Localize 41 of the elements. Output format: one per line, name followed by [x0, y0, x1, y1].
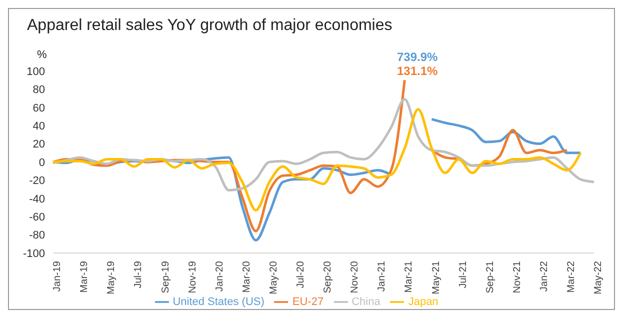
legend-label: Japan	[408, 296, 438, 308]
x-tick-label: Mar-21	[404, 260, 415, 293]
y-tick-label: -60	[29, 212, 45, 224]
x-tick-label: Nov-19	[187, 260, 198, 294]
x-tick-label: Nov-21	[512, 260, 523, 294]
y-tick-label: 60	[32, 102, 45, 114]
y-tick-label: -80	[29, 230, 45, 242]
x-tick-label: May-22	[593, 260, 604, 294]
legend-label: EU-27	[292, 296, 324, 308]
y-tick-label: 0	[38, 156, 45, 169]
x-tick-label: Jan-19	[52, 260, 64, 292]
chart-title: Apparel retail sales YoY growth of major economies	[27, 17, 392, 35]
text: 739.9%	[397, 50, 438, 64]
x-tick-label: Jul-19	[133, 260, 144, 288]
x-tick-label: Mar-22	[566, 260, 578, 293]
x-tick-label: Jan-20	[214, 260, 226, 292]
y-axis-title: %	[37, 49, 47, 61]
legend-label: United States (US)	[172, 296, 264, 308]
x-tick-label: Jan-22	[539, 260, 550, 292]
y-tick-label: 20	[32, 138, 45, 151]
x-tick-label: Jul-20	[296, 260, 307, 288]
x-tick-label: May-20	[268, 260, 280, 294]
x-tick-label: Sep-21	[484, 260, 496, 294]
x-tick-label: May-19	[106, 260, 118, 294]
x-tick-label: Jul-21	[458, 260, 469, 288]
y-tick-label: 40	[32, 120, 45, 133]
x-tick-label: Sep-19	[160, 260, 172, 294]
x-tick-label: Nov-20	[350, 260, 361, 294]
x-tick-label: Mar-19	[79, 260, 90, 293]
line-series	[52, 108, 582, 212]
y-tick-label: -40	[29, 193, 45, 206]
y-tick-label: 80	[32, 84, 45, 96]
legend-label: China	[352, 296, 380, 308]
y-tick-label: 100	[26, 66, 45, 78]
x-tick-label: Sep-20	[322, 260, 334, 294]
x-tick-label: Mar-20	[241, 260, 252, 293]
x-tick-label: May-21	[430, 260, 442, 294]
y-tick-label: -20	[29, 175, 45, 188]
y-tick-label: -100	[22, 248, 45, 260]
x-tick-label: Jan-21	[376, 260, 388, 292]
annotation: 131.1%	[397, 64, 438, 78]
